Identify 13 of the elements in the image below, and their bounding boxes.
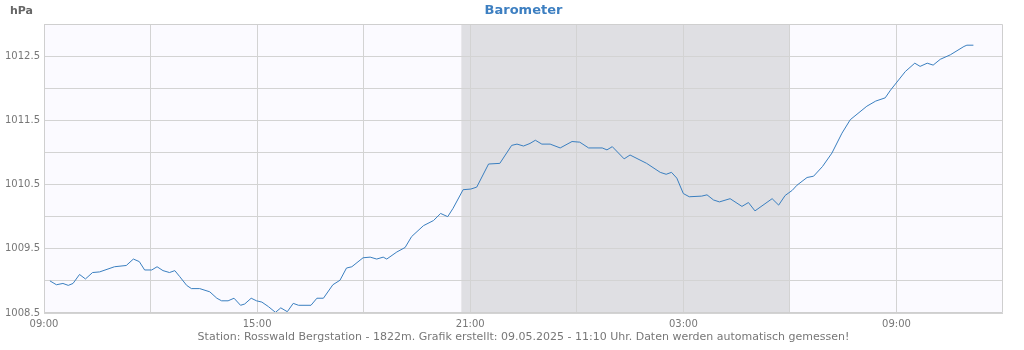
y-tick-label: 1010.5: [5, 178, 40, 190]
x-tick-label: 09:00: [882, 317, 911, 329]
text: Station: Rosswald Bergstation - 1822m. Grafik erstellt: 09.05.2025 - 11:10 Uhr. Daten werden automatisch gemessen!: [197, 329, 850, 343]
chart-title: Barometer: [484, 2, 563, 18]
x-tick-label: 03:00: [668, 317, 698, 329]
y-axis-title: hPa: [10, 3, 34, 17]
x-tick-label: 09:00: [29, 317, 59, 329]
y-tick-label: 1008.5: [5, 306, 40, 318]
y-tick-label: 1009.5: [5, 242, 40, 254]
x-tick-label: 15:00: [242, 317, 272, 329]
y-tick-label: 1011.5: [5, 113, 40, 125]
y-tick-label: 1012.5: [5, 49, 40, 61]
x-tick-label: 21:00: [455, 317, 485, 329]
